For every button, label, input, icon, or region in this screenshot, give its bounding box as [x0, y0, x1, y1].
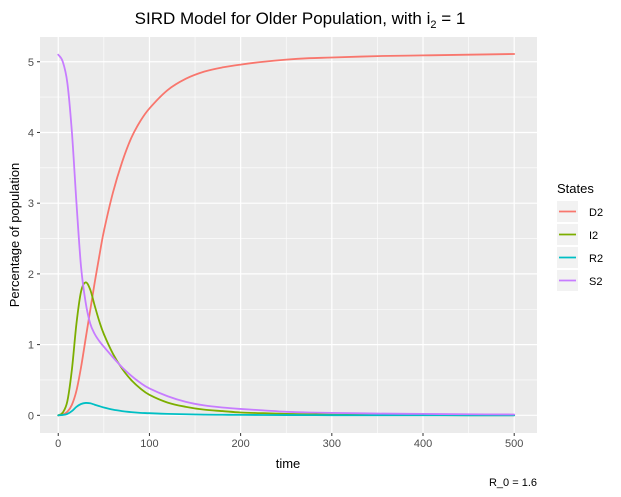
x-axis: 0 100 200 300 400 500: [55, 433, 523, 450]
series-line-s2: [57, 53, 516, 416]
chart-title: SIRD Model for Older Population, with i2…: [135, 9, 466, 31]
y-axis-title: Percentage of population: [7, 163, 22, 308]
grid-minor: [40, 37, 537, 433]
x-tick-label: 500: [505, 438, 523, 450]
y-tick-label: 4: [28, 127, 34, 139]
x-axis-title: time: [276, 456, 301, 471]
series-lines: [57, 53, 516, 417]
chart-title-subscript: 2: [430, 19, 436, 31]
x-tick-label: 300: [323, 438, 341, 450]
x-tick-label: 0: [55, 438, 61, 450]
legend-title: States: [557, 181, 594, 196]
legend-label-i2: I2: [589, 230, 598, 242]
legend-label-s2: S2: [589, 276, 602, 288]
legend-label-r2: R2: [589, 253, 603, 265]
chart-title-suffix: = 1: [437, 9, 466, 28]
legend: States D2 I2 R2 S2: [557, 181, 603, 291]
plot-panel: [40, 37, 537, 433]
legend-label-d2: D2: [589, 207, 603, 219]
y-tick-label: 0: [28, 410, 34, 422]
y-tick-label: 1: [28, 340, 34, 352]
series-line-r2: [57, 402, 516, 417]
y-tick-label: 2: [28, 269, 34, 281]
grid-major: [40, 37, 537, 433]
x-tick-label: 200: [231, 438, 249, 450]
y-tick-label: 5: [28, 57, 34, 69]
caption: R_0 = 1.6: [489, 477, 537, 489]
series-line-d2: [57, 53, 516, 417]
y-tick-label: 3: [28, 198, 34, 210]
y-axis: 0 1 2 3 4 5: [28, 57, 40, 422]
x-tick-label: 100: [140, 438, 158, 450]
x-tick-label: 400: [414, 438, 432, 450]
